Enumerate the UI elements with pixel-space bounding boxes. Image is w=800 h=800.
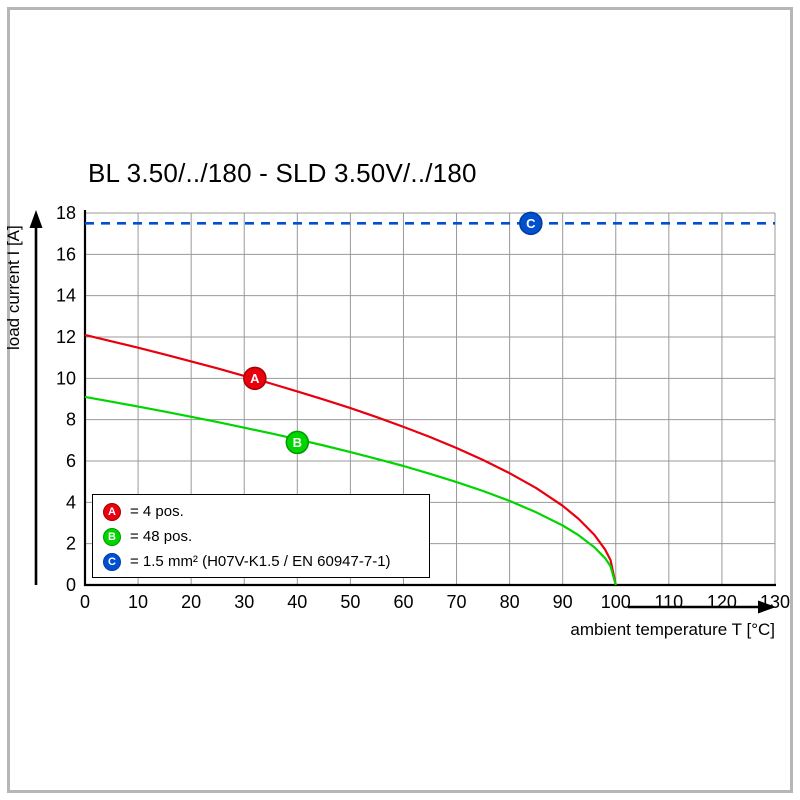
legend-item-b: B = 48 pos.: [103, 524, 429, 549]
svg-text:70: 70: [447, 592, 467, 612]
svg-text:110: 110: [654, 592, 683, 612]
series-a-label: = 4 pos.: [130, 503, 184, 520]
svg-text:10: 10: [128, 592, 148, 612]
svg-text:30: 30: [234, 592, 254, 612]
svg-text:10: 10: [56, 368, 76, 388]
svg-text:0: 0: [80, 592, 90, 612]
svg-text:80: 80: [500, 592, 520, 612]
svg-text:2: 2: [66, 534, 76, 554]
series-c-label: = 1.5 mm² (H07V-K1.5 / EN 60947-7-1): [130, 553, 391, 570]
svg-text:90: 90: [553, 592, 573, 612]
svg-text:A: A: [250, 371, 260, 386]
series-b-label: = 48 pos.: [130, 528, 193, 545]
svg-text:8: 8: [66, 410, 76, 430]
svg-text:100: 100: [601, 592, 631, 612]
legend-item-a: A = 4 pos.: [103, 499, 429, 524]
svg-text:60: 60: [393, 592, 413, 612]
series-b-marker-icon: B: [103, 527, 121, 546]
chart-title: BL 3.50/../180 - SLD 3.50V/../180: [88, 158, 477, 188]
svg-text:50: 50: [340, 592, 360, 612]
y-axis-label: load current I [A]: [4, 225, 23, 351]
svg-text:14: 14: [56, 286, 76, 306]
svg-text:0: 0: [66, 575, 76, 595]
svg-text:18: 18: [56, 203, 76, 223]
svg-text:120: 120: [707, 592, 737, 612]
svg-text:12: 12: [56, 327, 76, 347]
series-c-marker-icon: C: [103, 552, 121, 571]
legend-item-c: C = 1.5 mm² (H07V-K1.5 / EN 60947-7-1): [103, 549, 429, 574]
svg-text:4: 4: [66, 492, 76, 512]
svg-text:20: 20: [181, 592, 201, 612]
svg-text:16: 16: [56, 244, 76, 264]
svg-text:6: 6: [66, 451, 76, 471]
series-a-marker-icon: A: [103, 502, 121, 521]
svg-text:40: 40: [287, 592, 307, 612]
svg-text:C: C: [526, 216, 536, 231]
x-axis-label: ambient temperature T [°C]: [570, 620, 775, 639]
svg-text:B: B: [293, 435, 302, 450]
legend-box: A = 4 pos. B = 48 pos. C = 1.5 mm² (H07V…: [92, 494, 430, 578]
